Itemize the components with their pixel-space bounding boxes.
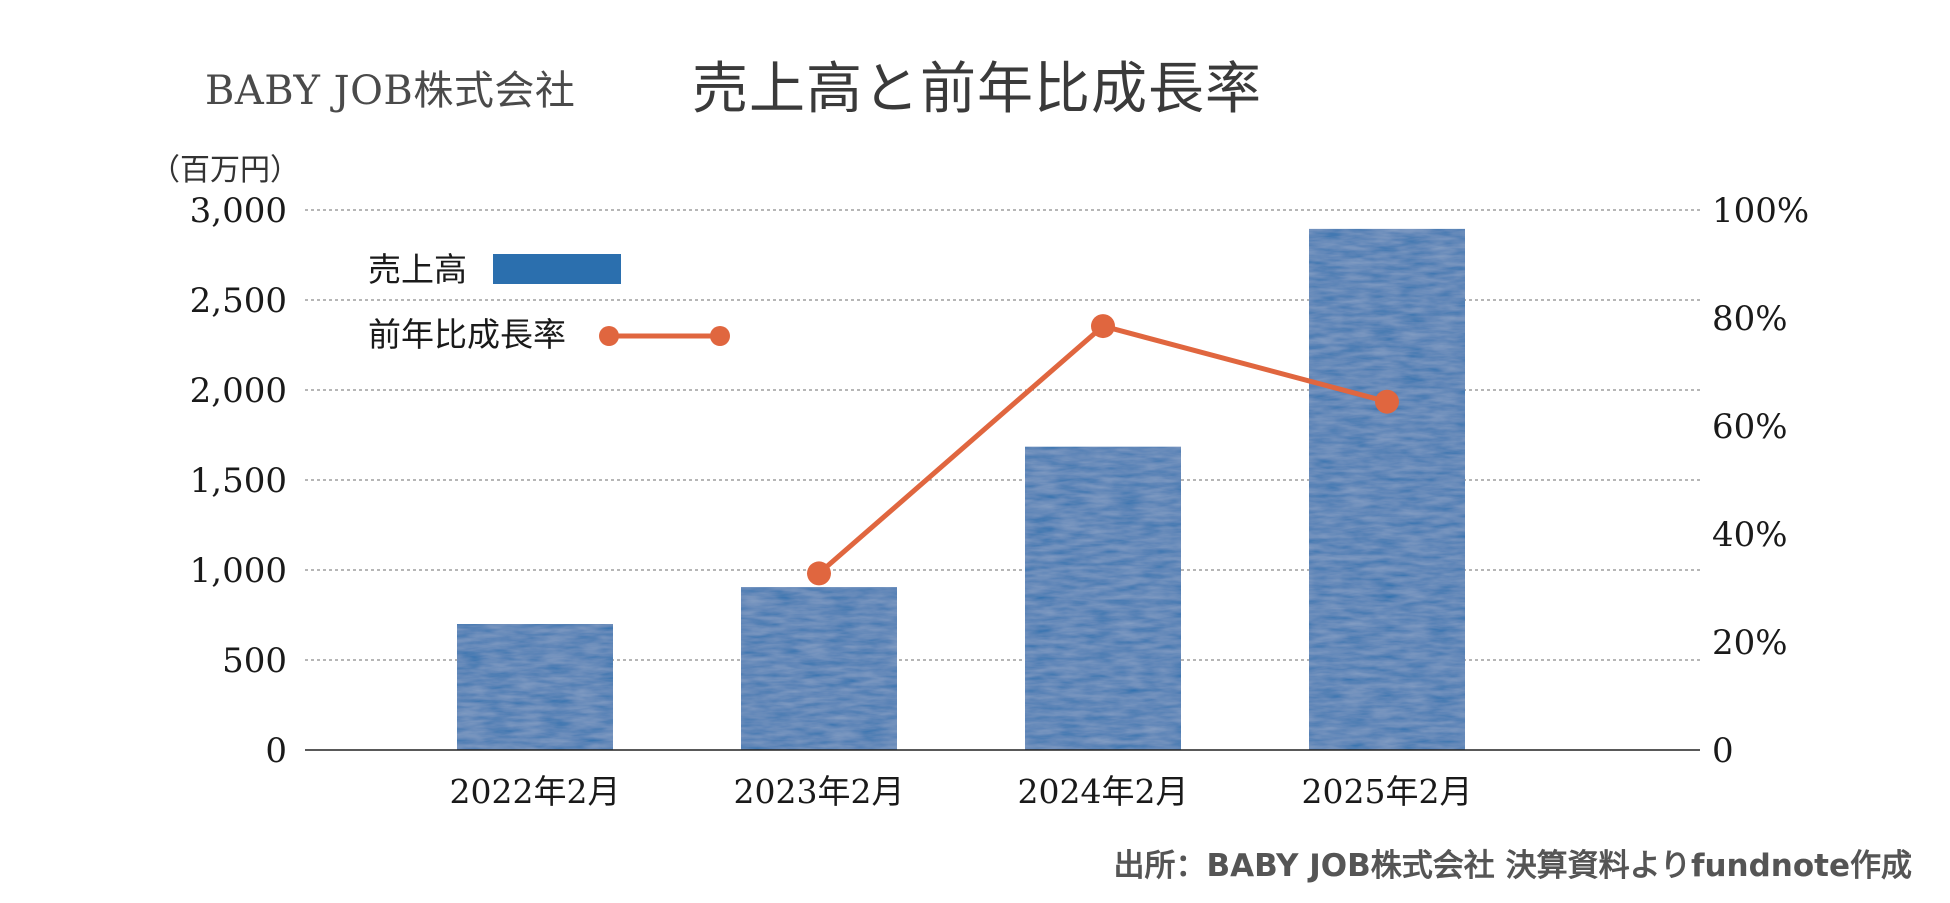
legend-label-sales: 売上高 — [368, 250, 467, 289]
company-name: BABY JOB株式会社 — [205, 68, 576, 114]
right-tick-label: 0 — [1712, 731, 1734, 771]
right-tick-label: 20% — [1712, 623, 1788, 663]
line-point — [1091, 314, 1115, 339]
legend-swatch-bar — [493, 254, 621, 284]
category-labels: 2022年2月 2023年2月 2024年2月 2025年2月 — [450, 772, 1473, 811]
category-label: 2023年2月 — [734, 772, 905, 811]
right-axis-ticks: 0 20% 40% 60% 80% 100% — [1712, 191, 1809, 771]
left-tick-label: 1,000 — [190, 551, 287, 591]
legend-label-growth: 前年比成長率 — [368, 315, 566, 354]
bar — [457, 624, 613, 750]
left-axis-ticks: 0 500 1,000 1,500 2,000 2,500 3,000 — [190, 191, 287, 771]
source-note: 出所：BABY JOB株式会社 決算資料よりfundnote作成 — [1113, 848, 1912, 884]
left-tick-label: 2,500 — [190, 281, 287, 321]
bar — [1309, 228, 1465, 750]
bar — [741, 587, 897, 750]
right-tick-label: 80% — [1712, 299, 1788, 339]
line-point — [1375, 389, 1399, 414]
bar — [1025, 446, 1181, 750]
right-tick-label: 60% — [1712, 407, 1788, 447]
right-tick-label: 40% — [1712, 515, 1788, 555]
left-tick-label: 1,500 — [190, 461, 287, 501]
legend-marker — [599, 326, 619, 346]
left-tick-label: 3,000 — [190, 191, 287, 231]
left-tick-label: 0 — [265, 731, 287, 771]
left-tick-label: 500 — [222, 641, 287, 681]
category-label: 2022年2月 — [450, 772, 621, 811]
bar-series — [457, 228, 1465, 750]
right-tick-label: 100% — [1712, 191, 1809, 231]
line-series — [807, 314, 1399, 586]
legend-marker — [710, 326, 730, 346]
chart-title: 売上高と前年比成長率 — [692, 57, 1262, 122]
category-label: 2025年2月 — [1302, 772, 1473, 811]
category-label: 2024年2月 — [1018, 772, 1189, 811]
line-point — [807, 561, 831, 586]
gridlines — [305, 209, 1700, 661]
y-axis-unit: （百万円） — [150, 153, 300, 188]
left-tick-label: 2,000 — [190, 371, 287, 411]
